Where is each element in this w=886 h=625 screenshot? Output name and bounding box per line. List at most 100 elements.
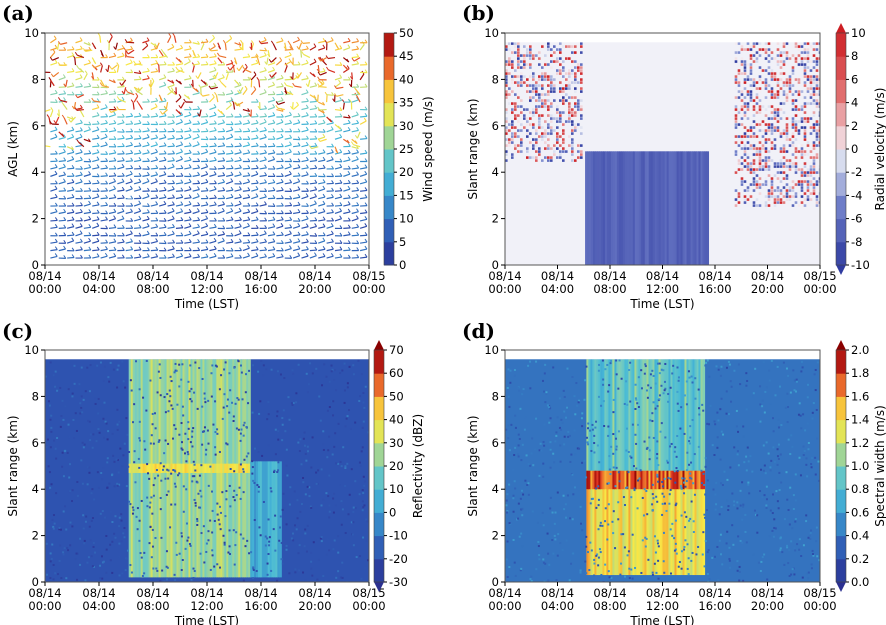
heatmap-cell: [61, 451, 64, 454]
wind-barb-flag: [255, 238, 259, 242]
wind-barb-flag: [71, 156, 75, 160]
heatmap-cell: [280, 541, 283, 544]
heatmap-cell: [752, 201, 756, 204]
heatmap-cell: [128, 463, 132, 473]
heatmap-cell: [59, 544, 62, 547]
heatmap-cell: [734, 75, 738, 78]
heatmap-cell: [154, 463, 158, 473]
heatmap-cell: [580, 144, 583, 147]
heatmap-cell: [553, 84, 556, 87]
heatmap-cell: [746, 93, 750, 96]
heatmap-cell: [111, 571, 114, 574]
heatmap-cell: [588, 470, 591, 576]
wind-barb-flag: [305, 164, 309, 169]
heatmap-cell: [535, 132, 538, 135]
wind-barb-flag: [180, 193, 184, 198]
wind-barb-flag: [264, 210, 268, 215]
heatmap-cell: [88, 471, 91, 474]
wind-barb: [277, 107, 285, 111]
wind-barb: [167, 122, 175, 125]
wind-barb-flag: [347, 165, 351, 170]
wind-barb: [309, 196, 317, 200]
wind-barb: [133, 95, 139, 103]
wind-barb-flag: [130, 141, 133, 146]
wind-barb: [301, 114, 309, 118]
wind-barb-flag: [222, 230, 226, 235]
wind-barb-flag: [121, 119, 125, 123]
wind-barb-flag: [80, 187, 83, 192]
wind-barb: [242, 167, 250, 170]
wind-barb-flag: [314, 186, 318, 190]
heatmap-cell: [624, 470, 628, 490]
wind-barb-flag: [230, 121, 234, 125]
heatmap-cell: [228, 372, 231, 375]
heatmap-cell: [322, 575, 325, 578]
heatmap-cell: [806, 195, 810, 198]
heatmap-cell: [295, 401, 298, 404]
wind-barb-flag: [188, 127, 192, 132]
colorbar-tick-label: 20: [399, 165, 414, 179]
heatmap-cell: [565, 99, 568, 102]
heatmap-cell: [580, 117, 583, 120]
wind-barb-flag: [99, 82, 103, 86]
heatmap-cell: [734, 78, 738, 81]
heatmap-cell: [517, 93, 520, 96]
heatmap-cell: [46, 573, 49, 576]
heatmap-cell: [779, 147, 783, 150]
heatmap-cell: [656, 151, 660, 265]
heatmap-cell: [764, 69, 768, 72]
wind-barb: [301, 100, 309, 103]
wind-barb: [259, 233, 267, 237]
heatmap-cell: [800, 183, 804, 186]
heatmap-cell: [222, 406, 225, 409]
wind-barb-flag: [364, 135, 368, 139]
wind-barb: [351, 48, 359, 51]
heatmap-cell: [547, 159, 550, 162]
heatmap-cell: [190, 578, 193, 581]
wind-barb-flag: [230, 143, 234, 147]
wind-barb-flag: [239, 45, 242, 50]
heatmap-cell: [233, 563, 236, 566]
heatmap-cell: [199, 552, 202, 555]
heatmap-cell: [749, 90, 753, 93]
heatmap-cell: [776, 63, 780, 66]
heatmap-cell: [267, 401, 270, 404]
wind-barb: [200, 84, 208, 88]
heatmap-cell: [365, 539, 368, 542]
heatmap-cell: [190, 387, 193, 390]
heatmap-cell: [562, 99, 565, 102]
wind-barb-flag: [239, 136, 242, 140]
heatmap-cell: [803, 72, 807, 75]
heatmap-cell: [597, 151, 600, 265]
wind-barb-flag: [272, 231, 276, 235]
heatmap-cell: [514, 75, 517, 78]
wind-barb-flag: [247, 187, 251, 191]
heatmap-cell: [319, 419, 322, 422]
heatmap-cell: [803, 105, 807, 108]
heatmap-cell: [319, 537, 322, 540]
heatmap-cell: [348, 493, 351, 496]
wind-barb: [66, 151, 75, 155]
heatmap-cell: [758, 48, 762, 51]
wind-barb: [267, 158, 275, 163]
heatmap-cell: [803, 117, 807, 120]
heatmap-cell: [809, 132, 813, 135]
wind-barb: [175, 144, 183, 148]
wind-barb: [209, 240, 217, 244]
wind-barb: [242, 219, 250, 222]
heatmap-cell: [46, 438, 49, 441]
wind-barb-flag: [197, 223, 200, 228]
wind-barb-flag: [147, 240, 150, 244]
wind-barb-flag: [51, 82, 55, 87]
heatmap-cell: [743, 135, 747, 138]
wind-barb-flag: [247, 149, 251, 154]
heatmap-cell: [791, 153, 795, 156]
wind-barb-flag: [130, 112, 134, 117]
heatmap-cell: [815, 78, 819, 81]
heatmap-cell: [692, 151, 696, 265]
heatmap-cell: [327, 449, 330, 452]
wind-barb: [309, 145, 317, 148]
heatmap-cell: [166, 393, 169, 396]
heatmap-cell: [517, 57, 520, 60]
wind-barb-flag: [155, 164, 159, 169]
